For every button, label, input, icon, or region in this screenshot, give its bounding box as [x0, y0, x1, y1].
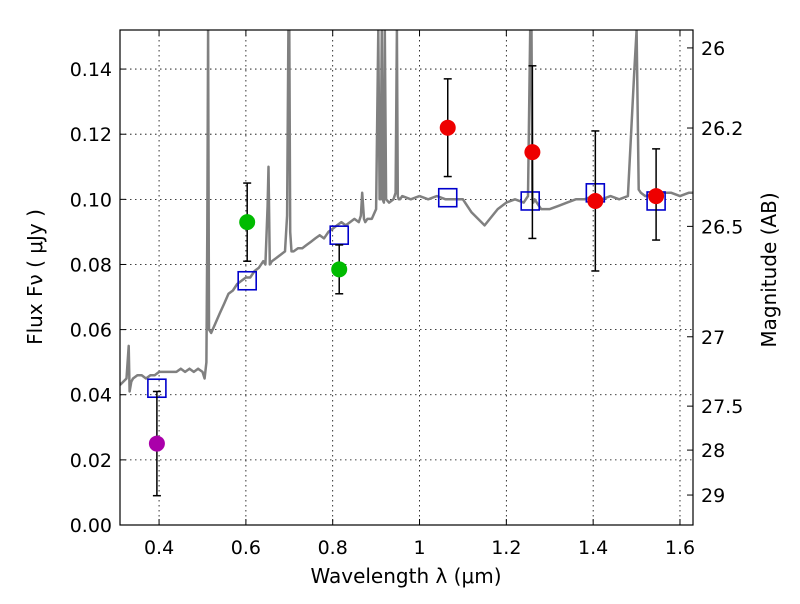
model-band-square — [437, 187, 458, 208]
y-tick-label: 0.12 — [70, 124, 112, 146]
y-tick-label: 0.10 — [70, 189, 112, 211]
x-tick-label: 0.6 — [231, 537, 261, 559]
mag-tick-label: 26.2 — [701, 118, 743, 140]
y-tick-label: 0.02 — [70, 450, 112, 472]
x-tick-label: 0.4 — [144, 537, 174, 559]
grid — [120, 30, 693, 526]
x-axis-label: Wavelength λ (μm) — [310, 564, 501, 588]
y-tick-label: 0.04 — [70, 385, 112, 407]
y-tick-label: 0.08 — [70, 254, 112, 276]
plot-area — [120, 30, 693, 497]
right-axis-label: Magnitude (AB) — [757, 192, 781, 347]
y-tick-label: 0.06 — [70, 320, 112, 342]
mag-tick-label: 29 — [701, 485, 725, 507]
x-tick-label: 0.8 — [318, 537, 348, 559]
mag-tick-label: 27 — [701, 327, 725, 349]
y-axis-label: Flux Fν ( μJy ) — [23, 209, 47, 345]
mag-tick-label: 26.5 — [701, 216, 743, 238]
photometry-point — [239, 214, 256, 231]
mag-tick-label: 28 — [701, 440, 725, 462]
x-tick-label: 1.2 — [491, 537, 521, 559]
photometry-point — [439, 119, 456, 136]
photometry-point — [331, 261, 348, 278]
model-band-square — [237, 270, 257, 291]
model-band-square — [520, 191, 541, 211]
photometry-point — [524, 144, 541, 161]
photometry-point — [587, 192, 604, 209]
model-band-square — [329, 225, 350, 245]
plot-frame — [119, 29, 694, 526]
y-tick-label: 0.00 — [70, 515, 112, 537]
photometry-point — [148, 435, 165, 452]
x-tick-label: 1 — [413, 537, 425, 559]
x-tick-label: 1.4 — [578, 537, 608, 559]
spectrum-line — [120, 30, 693, 393]
axis-ticks: 0.4 0.6 0.8 1 1.2 1.4 1.6 0.00 0.02 0.04 0.06 0.08 0… — [70, 30, 743, 559]
mag-tick-label: 26 — [701, 38, 725, 60]
x-tick-label: 1.6 — [665, 537, 695, 559]
mag-tick-label: 27.5 — [701, 396, 743, 418]
y-tick-label: 0.14 — [70, 59, 112, 81]
photometry-point — [648, 188, 665, 205]
